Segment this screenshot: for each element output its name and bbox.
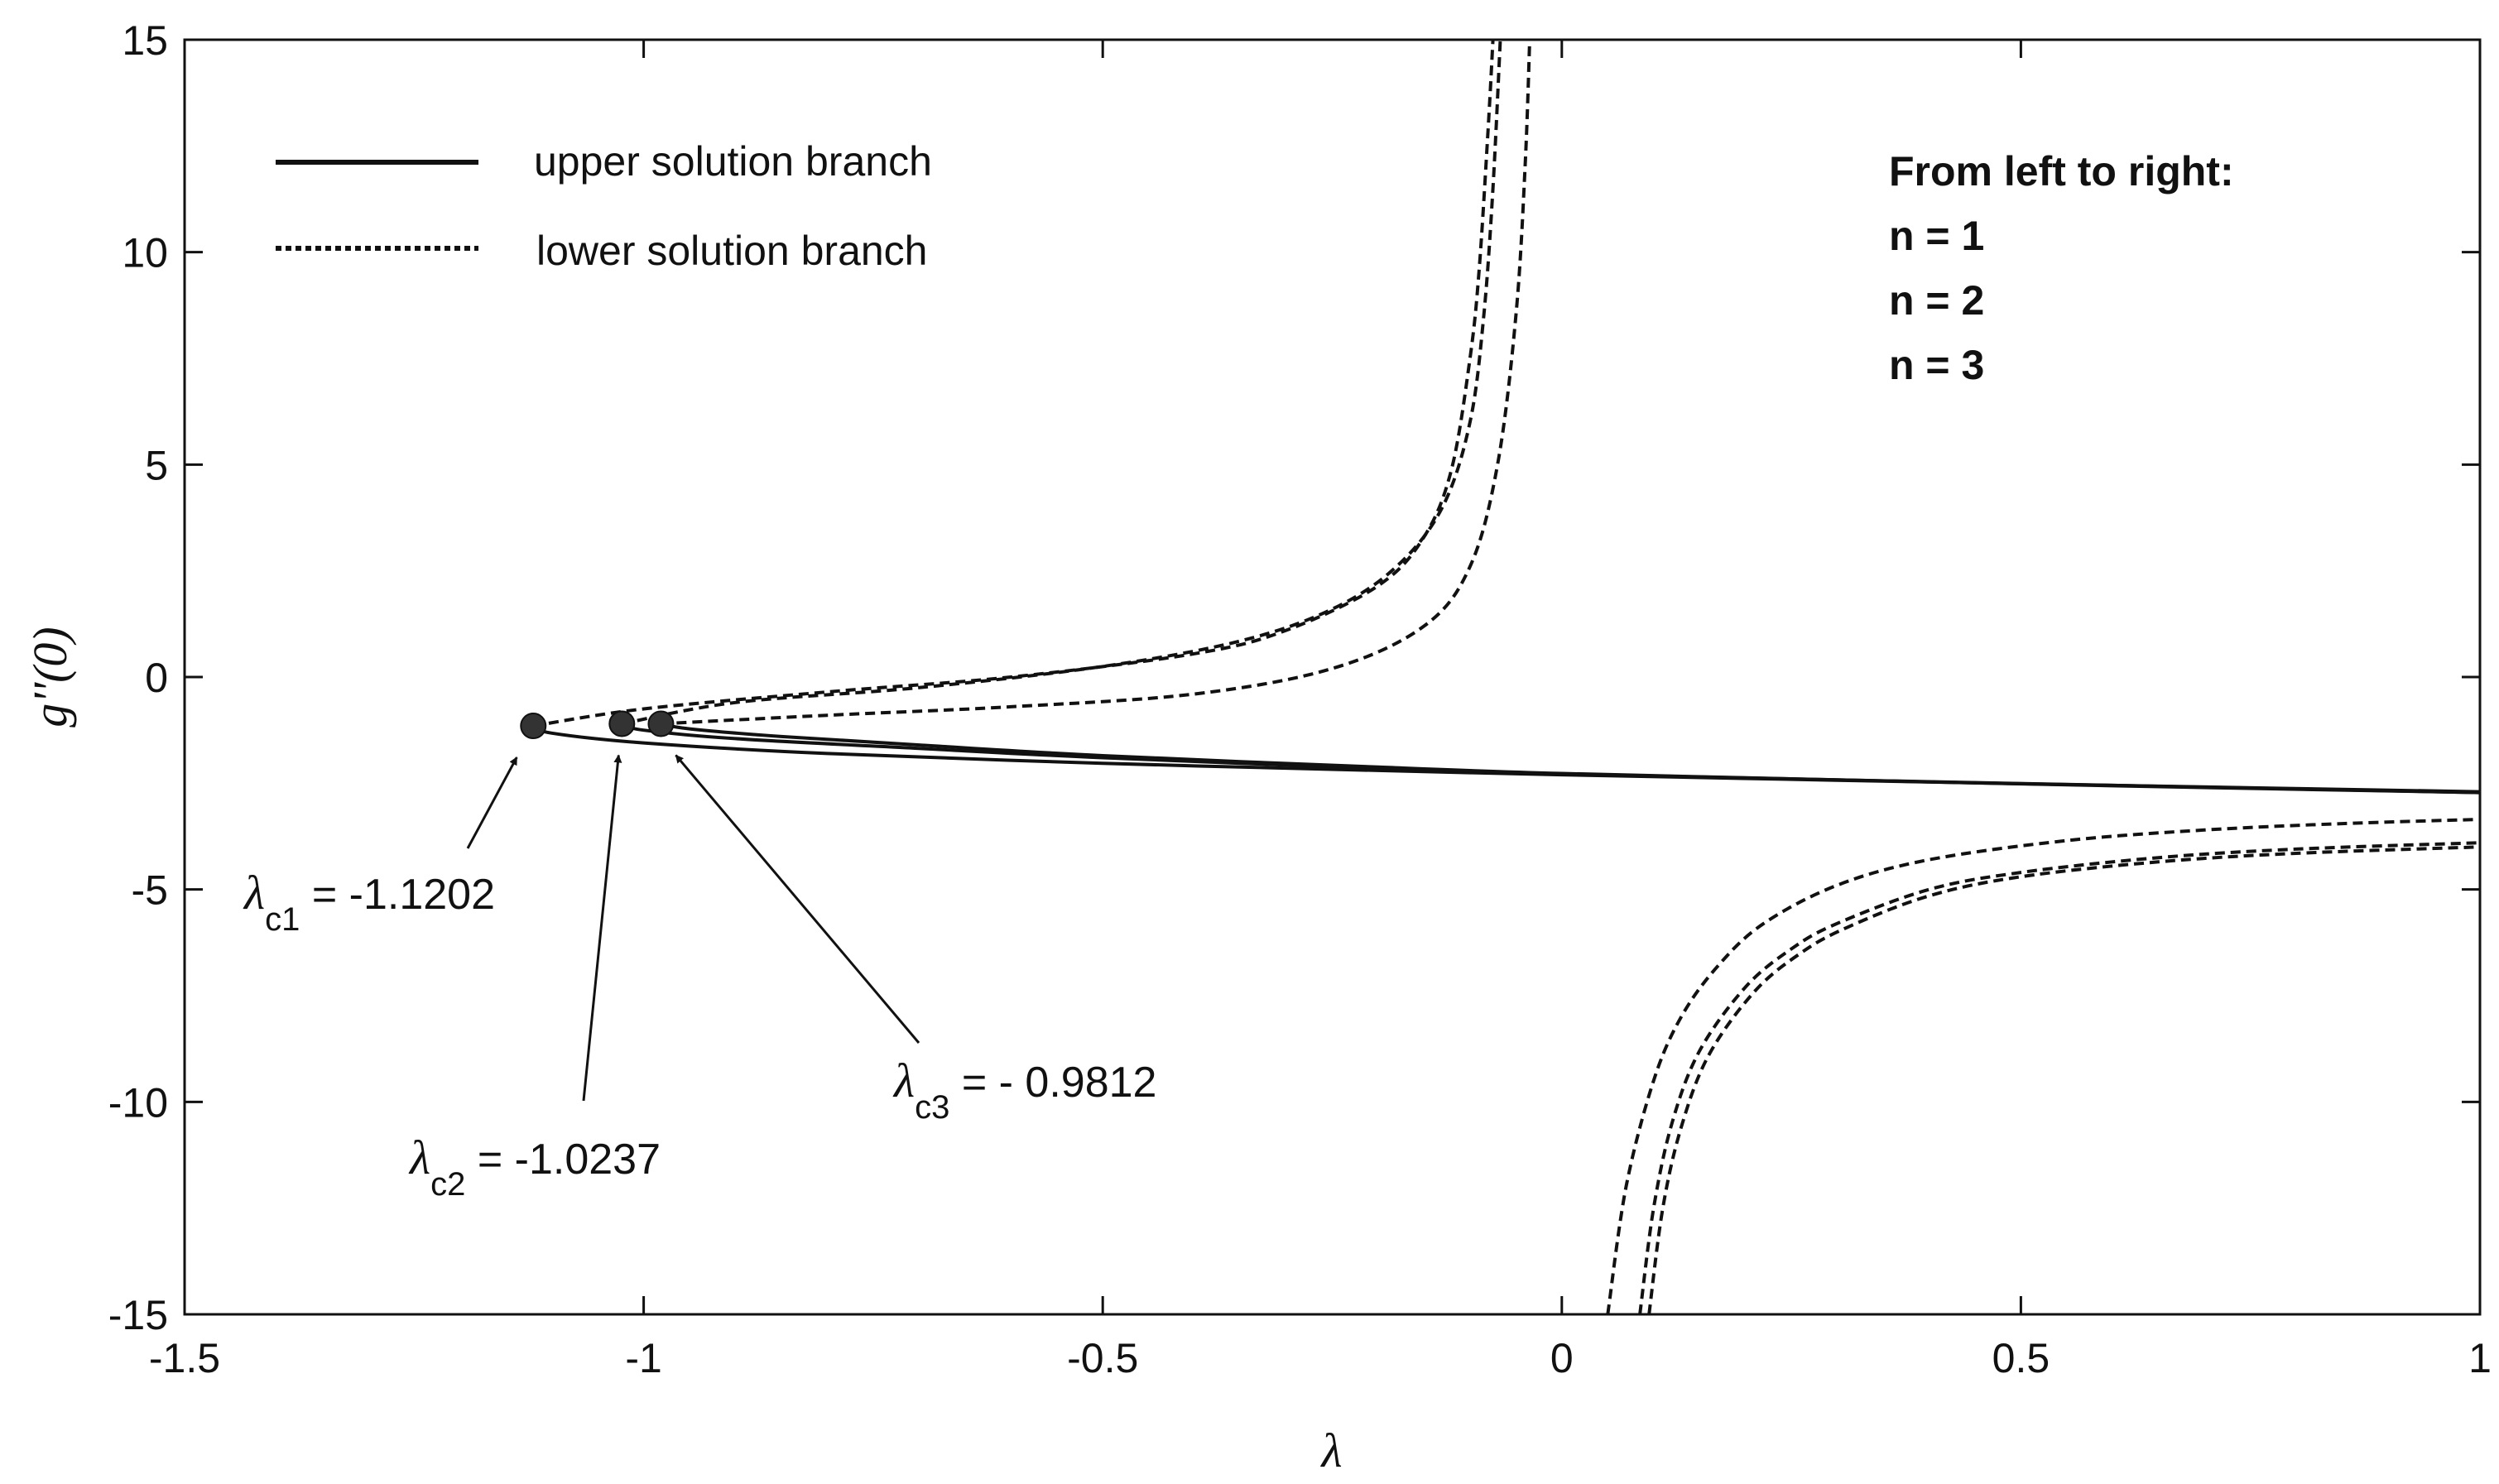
legend: upper solution branch lower solution bra… xyxy=(276,138,932,274)
critical-point-label: λc2 = -1.0237 xyxy=(408,1131,661,1203)
lower-branch-line-n2 xyxy=(1638,841,2480,1314)
critical-points-layer xyxy=(520,710,675,740)
y-tick-label: 15 xyxy=(122,17,168,64)
y-tick-label: 0 xyxy=(145,655,168,701)
axis-ticks: -1.5 -1 -0.5 0 0.5 1 -15 -10 -5 0 5 10 15 xyxy=(108,17,2492,1381)
critical-point-arrow xyxy=(466,756,518,849)
y-tick-label: 10 xyxy=(122,230,168,276)
x-tick-label: 0 xyxy=(1550,1335,1574,1381)
legend-label-lower: lower solution branch xyxy=(536,228,928,274)
y-tick-label: -5 xyxy=(132,867,168,914)
critical-point-marker xyxy=(647,710,675,737)
lower-branch-line-n3 xyxy=(661,40,1531,726)
note-line-4: n = 3 xyxy=(1889,342,1984,388)
order-note: From left to right: n = 1 n = 2 n = 3 xyxy=(1889,148,2234,388)
lower-branch-line-n3 xyxy=(1647,845,2480,1314)
annotations-layer: λc1 = -1.1202 λc2 = -1.0237 λc3 = - 0.9812 xyxy=(243,754,1156,1203)
series-layer xyxy=(532,40,2480,1314)
x-tick-label: -1.5 xyxy=(149,1335,220,1381)
upper-branch-line-n1 xyxy=(532,724,2480,794)
upper-branch-line-n2 xyxy=(621,722,2480,795)
x-axis-label: λ xyxy=(1319,1424,1342,1477)
upper-branch-line-n3 xyxy=(661,722,2480,795)
y-tick-label: -15 xyxy=(108,1292,168,1338)
critical-point-marker xyxy=(608,710,636,737)
lower-branch-line-n2 xyxy=(621,40,1502,726)
critical-point-arrow xyxy=(582,754,622,1102)
critical-point-arrow xyxy=(675,754,920,1044)
lower-branch-line-n1 xyxy=(1606,818,2480,1314)
y-axis-label: g''(0) xyxy=(23,627,77,727)
x-tick-label: 1 xyxy=(2468,1335,2492,1381)
note-line-1: From left to right: xyxy=(1889,148,2234,195)
plot-area-frame xyxy=(183,38,2482,1316)
y-tick-label: -10 xyxy=(108,1079,168,1126)
x-tick-label: 0.5 xyxy=(1992,1335,2050,1381)
x-tick-label: -1 xyxy=(625,1335,661,1381)
x-tick-label: -0.5 xyxy=(1067,1335,1138,1381)
note-line-3: n = 2 xyxy=(1889,277,1984,324)
legend-label-upper: upper solution branch xyxy=(534,138,932,185)
lower-branch-line-n1 xyxy=(532,40,1495,728)
note-line-2: n = 1 xyxy=(1889,213,1984,259)
critical-point-label: λc3 = - 0.9812 xyxy=(892,1054,1156,1126)
critical-point-marker xyxy=(520,713,547,740)
critical-point-label: λc1 = -1.1202 xyxy=(243,866,495,938)
y-tick-label: 5 xyxy=(145,442,168,488)
